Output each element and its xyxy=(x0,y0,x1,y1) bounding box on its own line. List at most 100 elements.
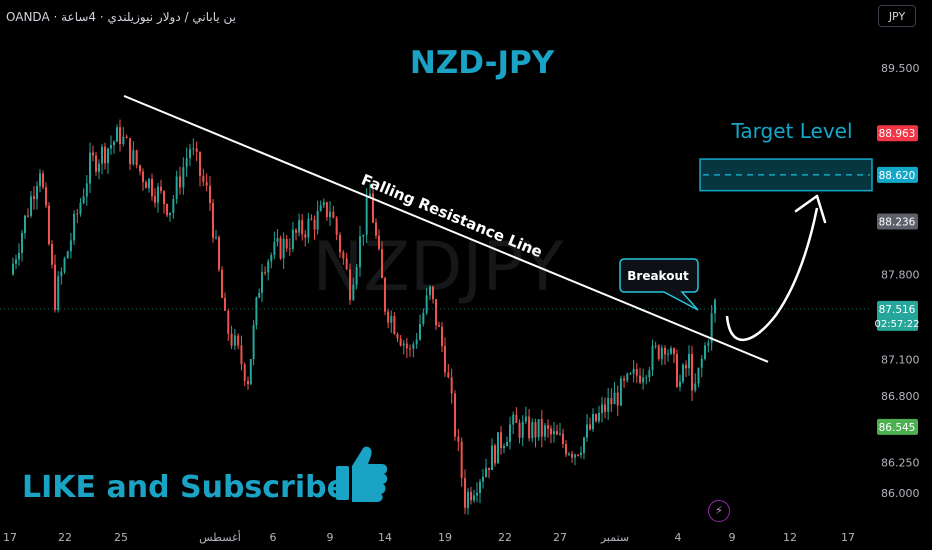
x-tick-label: 25 xyxy=(114,531,128,544)
candle-body xyxy=(444,346,446,373)
price-tag xyxy=(877,125,918,142)
candle-body xyxy=(506,441,508,447)
watermark-symbol: NZDJPY xyxy=(313,228,564,307)
currency-button[interactable]: JPY xyxy=(878,5,916,27)
candle-body xyxy=(255,297,258,326)
x-tick-label: 4 xyxy=(675,531,682,544)
candle-body xyxy=(132,150,135,165)
candle-body xyxy=(92,152,94,156)
candle-body xyxy=(645,377,648,379)
candle-body xyxy=(450,377,453,394)
candle-body xyxy=(710,313,713,343)
candle-body xyxy=(601,404,603,413)
x-tick-label: 14 xyxy=(378,531,392,544)
candle-body xyxy=(660,347,663,359)
candle-body xyxy=(195,148,198,153)
candle-body xyxy=(98,163,100,172)
candle-body xyxy=(24,215,26,234)
candle-body xyxy=(42,173,44,188)
candle-body xyxy=(365,197,368,235)
candle-body xyxy=(175,176,178,200)
candle-body xyxy=(700,358,703,368)
candle-body xyxy=(285,238,288,249)
lightning-icon[interactable]: ⚡ xyxy=(708,500,730,522)
candle-body xyxy=(390,316,393,323)
candle-body xyxy=(464,478,466,508)
candle-body xyxy=(494,445,496,464)
candle-body xyxy=(707,342,710,346)
candle-body xyxy=(205,181,208,186)
candle-body xyxy=(432,286,434,300)
candle-body xyxy=(240,345,243,365)
price-tag-value: 88.620 xyxy=(879,170,916,182)
candle-body xyxy=(345,258,348,270)
candle-body xyxy=(329,211,331,217)
candle-body xyxy=(369,193,371,198)
candle-body xyxy=(639,375,641,383)
symbol-info[interactable]: OANDA · ين ياباني / دولار نيوزيلندي · 4س… xyxy=(6,10,236,24)
candle-body xyxy=(429,286,431,296)
candle-body xyxy=(648,370,651,378)
candle-body xyxy=(212,203,214,238)
x-tick-label: 17 xyxy=(3,531,17,544)
target-level-label: Target Level xyxy=(730,119,852,143)
x-tick-label: ستمبر xyxy=(600,531,629,544)
candle-body xyxy=(142,171,144,183)
candle-body xyxy=(169,212,171,216)
candle-body xyxy=(163,190,165,205)
candle-body xyxy=(12,263,14,275)
candle-body xyxy=(691,364,693,391)
candle-body xyxy=(497,432,499,464)
x-tick-label: 22 xyxy=(498,531,512,544)
candle-body xyxy=(154,196,156,203)
candle-body xyxy=(63,258,66,272)
candle-body xyxy=(85,183,88,197)
candle-body xyxy=(704,345,706,359)
candle-body xyxy=(301,220,304,235)
candle-body xyxy=(76,213,79,215)
candle-body xyxy=(359,236,361,268)
candle-body xyxy=(562,433,564,445)
candle-body xyxy=(160,186,162,191)
candle-body xyxy=(310,218,313,220)
candle-body xyxy=(27,215,29,217)
candle-body xyxy=(18,252,20,260)
price-tag xyxy=(877,300,918,331)
y-tick-label: 89.500 xyxy=(881,62,920,75)
candle-body xyxy=(547,425,549,429)
candle-body xyxy=(589,424,591,430)
x-tick-label: 27 xyxy=(553,531,567,544)
candle-body xyxy=(694,383,697,391)
candle-body xyxy=(387,311,390,323)
candle-body xyxy=(482,476,484,482)
candle-body xyxy=(36,186,38,200)
candle-body xyxy=(199,152,201,176)
candle-body xyxy=(221,269,223,298)
candle-body xyxy=(673,348,675,355)
candle-body xyxy=(399,338,402,346)
candle-body xyxy=(556,431,558,435)
candle-body xyxy=(129,138,131,165)
candle-body xyxy=(595,414,597,422)
candle-body xyxy=(258,292,261,298)
candle-body xyxy=(422,312,425,325)
candle-body xyxy=(69,240,72,252)
candle-body xyxy=(512,414,515,425)
x-tick-label: 12 xyxy=(783,531,797,544)
candle-body xyxy=(279,237,282,259)
price-tag-value: 88.963 xyxy=(879,128,916,140)
price-tag-value: 88.236 xyxy=(879,216,916,228)
candle-body xyxy=(304,234,307,238)
candle-body xyxy=(313,219,316,230)
candle-body xyxy=(559,433,561,435)
candle-body xyxy=(267,261,270,273)
candle-body xyxy=(670,348,672,354)
candle-body xyxy=(524,416,527,422)
candle-body xyxy=(623,378,626,381)
candle-body xyxy=(316,210,319,230)
candle-body xyxy=(113,141,115,146)
candle-body xyxy=(224,297,226,311)
candle-body xyxy=(252,325,255,360)
candle-body xyxy=(425,295,428,313)
